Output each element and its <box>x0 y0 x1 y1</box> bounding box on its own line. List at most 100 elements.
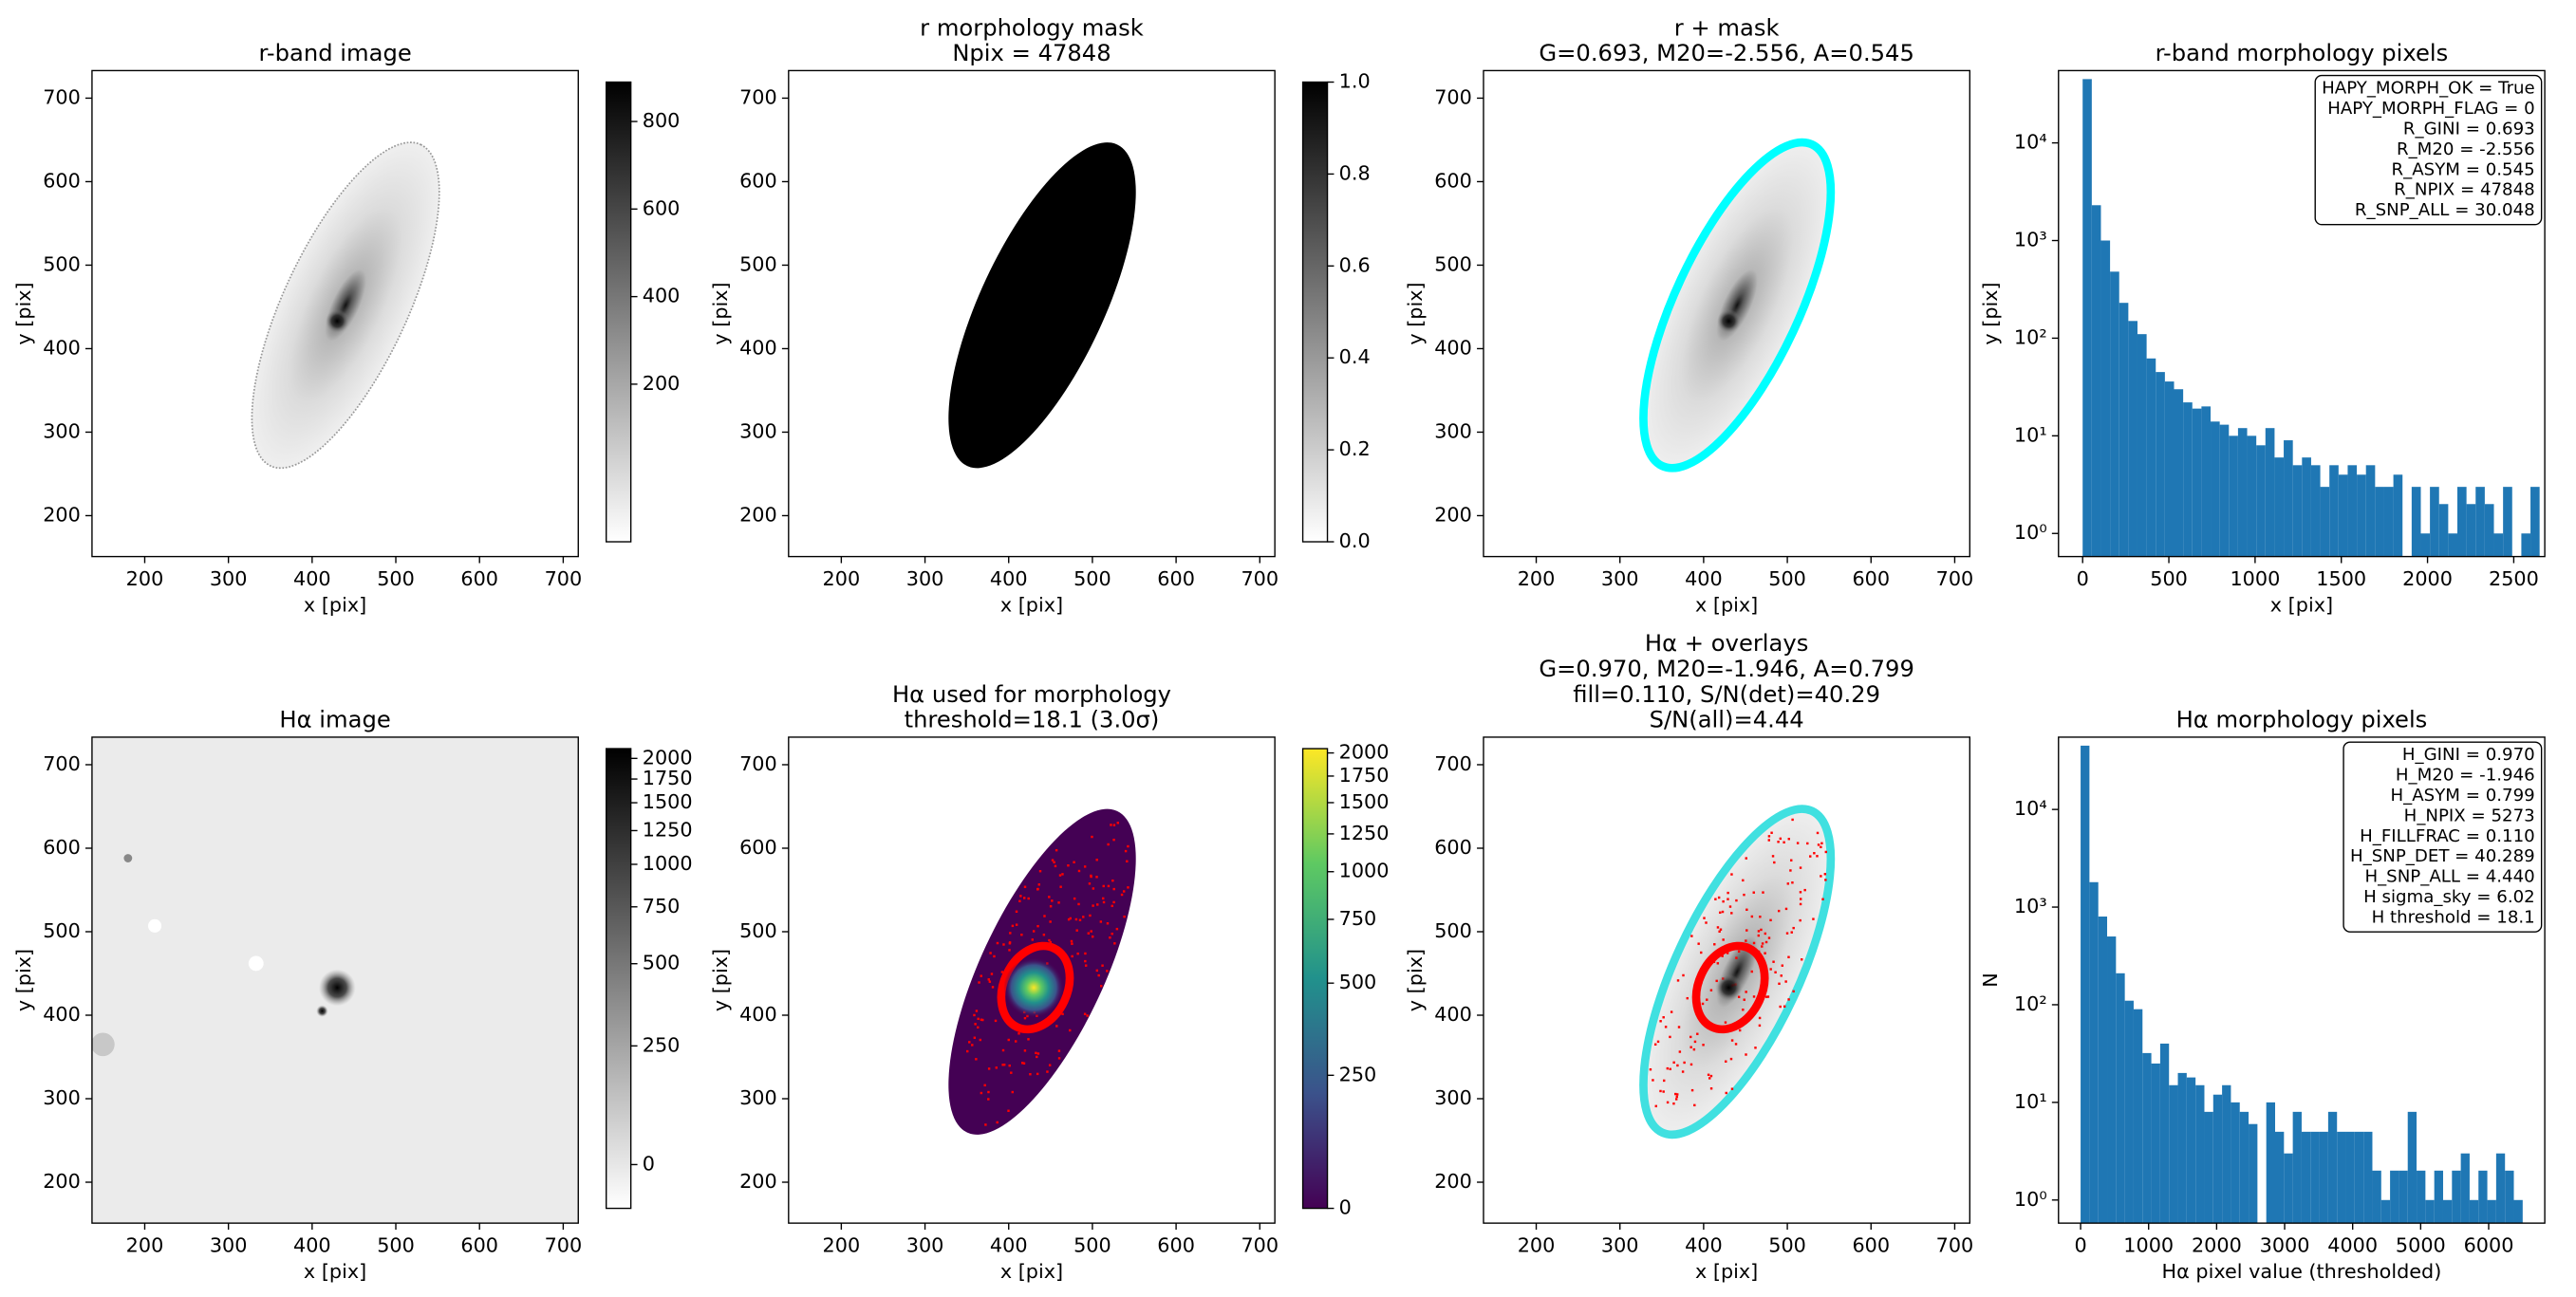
bar <box>2192 408 2202 557</box>
detected-pixel <box>1053 861 1055 863</box>
detected-pixel <box>1789 869 1792 872</box>
bar <box>2390 1170 2399 1224</box>
bar <box>2380 1199 2391 1224</box>
detected-pixel <box>993 954 996 958</box>
detected-pixel <box>1036 887 1039 891</box>
detected-pixel <box>1652 1079 1654 1082</box>
annotation-line: H_SNP_ALL = 4.440 <box>2364 867 2534 887</box>
y-tick-label: 300 <box>739 419 777 442</box>
detected-pixel <box>1735 899 1738 902</box>
x-tick-label: 700 <box>1241 567 1279 590</box>
detected-pixel <box>1693 1103 1696 1107</box>
y-tick-label: 300 <box>739 1086 777 1109</box>
bar <box>2256 445 2266 557</box>
detected-pixel <box>1697 942 1700 945</box>
y-tick-label: 600 <box>1434 836 1472 859</box>
detected-pixel <box>1036 1072 1039 1076</box>
detected-pixel <box>1051 859 1055 862</box>
detected-pixel <box>1001 1048 1005 1052</box>
y-tick-label: 700 <box>43 752 81 775</box>
detected-pixel <box>1010 1071 1013 1074</box>
detected-pixel <box>1708 1077 1711 1080</box>
detected-pixel <box>1122 890 1126 893</box>
x-tick-label: 200 <box>1518 1233 1556 1256</box>
colorbar-tick-label: 2000 <box>643 746 693 769</box>
x-tick-label: 0 <box>2074 1233 2086 1256</box>
detected-pixel <box>1074 917 1078 921</box>
x-axis-label: x [pix] <box>1695 1260 1758 1283</box>
detected-pixel <box>1714 898 1717 900</box>
x-axis-label: Hα pixel value (thresholded) <box>2162 1260 2442 1283</box>
bar <box>2478 1170 2488 1224</box>
detected-pixel <box>1115 927 1119 931</box>
detected-pixel <box>1730 1087 1734 1090</box>
panel-title: r morphology mask <box>920 14 1144 41</box>
detected-pixel <box>1792 926 1795 930</box>
detected-pixel <box>1707 1073 1710 1077</box>
bar <box>2399 1170 2408 1224</box>
panel-title: fill=0.110, S/N(det)=40.29 <box>1573 681 1880 708</box>
detected-pixel <box>1689 1063 1693 1066</box>
detected-pixel <box>1728 905 1732 908</box>
detected-pixel <box>1743 998 1745 1001</box>
detected-pixel <box>1077 869 1081 873</box>
axes-frame <box>2058 69 2546 558</box>
x-tick-label: 5000 <box>2396 1233 2446 1256</box>
colorbar-tick-label: 0 <box>643 1152 655 1175</box>
y-tick-label: 500 <box>739 919 777 942</box>
detected-pixel <box>1799 918 1801 922</box>
colorbar-tick-label: 1500 <box>643 790 693 813</box>
bar <box>2310 465 2321 557</box>
colorbar-tick-label: 1250 <box>643 818 693 841</box>
panel-title: r-band morphology pixels <box>2156 40 2449 66</box>
bar <box>2475 487 2485 557</box>
colorbar-tick-label: 500 <box>1339 971 1377 993</box>
colorbar-tick-label: 400 <box>643 285 681 307</box>
bar <box>2407 1111 2417 1224</box>
annotation-line: H_SNP_DET = 40.289 <box>2350 846 2535 866</box>
x-tick-label: 1500 <box>2316 567 2366 590</box>
detected-pixel <box>1696 1032 1699 1035</box>
detected-pixel <box>1761 942 1764 945</box>
bar <box>2081 745 2090 1224</box>
y-tick-label: 200 <box>1434 503 1472 526</box>
detected-pixel <box>1767 936 1771 939</box>
panel-title: r + mask <box>1674 14 1780 41</box>
detected-pixel <box>1111 879 1114 882</box>
annotation-line: H_GINI = 0.970 <box>2402 745 2535 765</box>
bar <box>2151 1063 2160 1224</box>
bar <box>2329 465 2339 557</box>
detected-pixel <box>1709 1074 1713 1078</box>
detected-pixel <box>1116 822 1120 825</box>
detected-pixel <box>1705 921 1708 924</box>
y-axis-label: y [pix] <box>12 949 35 1011</box>
detected-pixel <box>1721 910 1725 914</box>
x-tick-label: 400 <box>1685 1233 1723 1256</box>
bar <box>2222 1084 2231 1224</box>
detected-pixel <box>1745 857 1747 860</box>
detected-pixel <box>1787 998 1790 1001</box>
detected-pixel <box>1722 938 1725 941</box>
detected-pixel <box>1745 1053 1747 1056</box>
detected-pixel <box>1702 1044 1705 1047</box>
x-tick-label: 300 <box>906 567 944 590</box>
detected-pixel <box>1729 1057 1733 1061</box>
detected-pixel <box>1090 930 1092 933</box>
detected-pixel <box>1110 824 1112 826</box>
bar <box>2142 1052 2152 1224</box>
bar <box>2169 1084 2178 1224</box>
bar <box>2505 1170 2514 1224</box>
detected-pixel <box>1091 835 1093 839</box>
detected-pixel <box>975 1058 978 1061</box>
detected-pixel <box>1067 917 1071 921</box>
y-tick-label: 500 <box>1434 919 1472 942</box>
y-tick-label: 200 <box>739 1170 777 1193</box>
detected-pixel <box>1681 1070 1685 1073</box>
detected-pixel <box>1750 970 1753 973</box>
x-tick-label: 600 <box>1157 1233 1195 1256</box>
y-tick-label: 10¹ <box>2014 423 2047 446</box>
detected-pixel <box>1127 886 1129 889</box>
detected-pixel <box>1037 883 1040 886</box>
x-tick-label: 700 <box>1936 567 1974 590</box>
galaxy <box>251 141 440 470</box>
